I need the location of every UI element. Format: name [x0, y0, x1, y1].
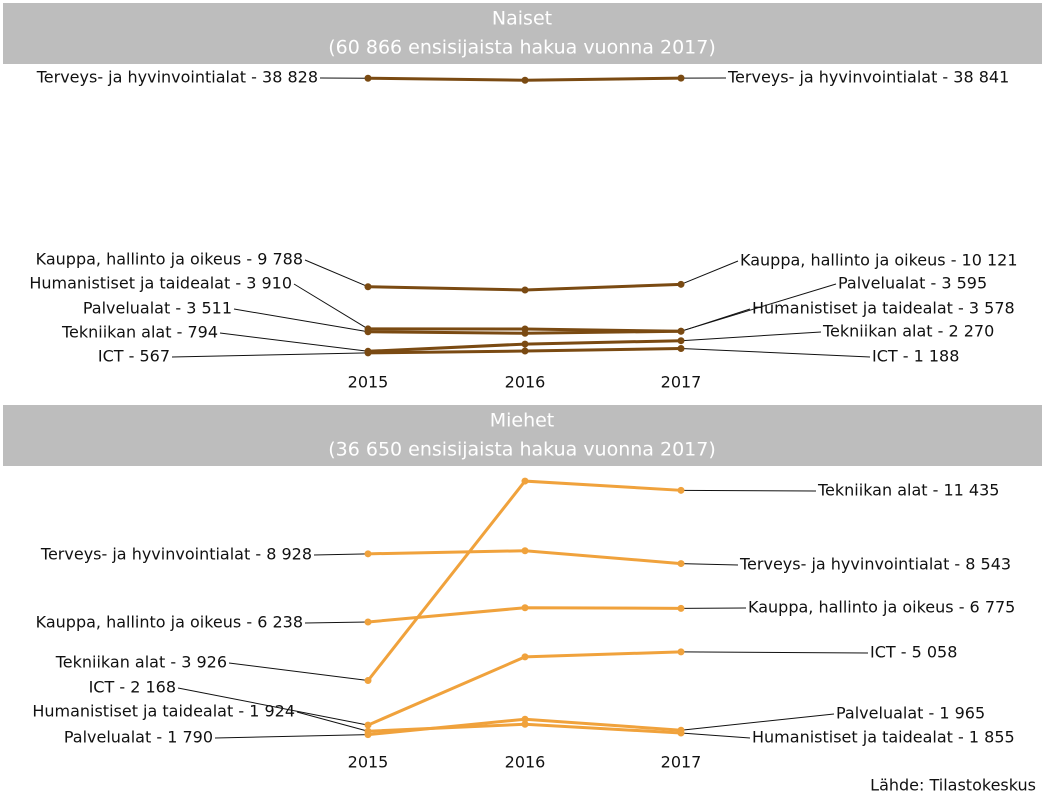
leader-line — [680, 563, 739, 566]
value-label: Terveys- ja hyvinvointialat - 38 828 — [36, 68, 318, 87]
leader-line — [304, 621, 369, 624]
leader-line — [304, 259, 369, 288]
leader-line — [680, 260, 739, 285]
leader-line — [680, 489, 817, 492]
value-label: Tekniikan alat - 3 926 — [55, 653, 227, 672]
value-label: Palvelualat - 1 965 — [836, 704, 985, 723]
point — [677, 604, 685, 612]
x-tick-label: 2017 — [661, 753, 702, 772]
series-line — [367, 650, 682, 727]
x-tick-label: 2016 — [505, 753, 546, 772]
point — [677, 280, 685, 288]
point — [364, 349, 372, 357]
point — [677, 327, 685, 335]
leader-line — [177, 687, 369, 726]
point — [521, 715, 529, 723]
leader-line — [680, 732, 751, 739]
point — [364, 727, 372, 735]
leader-line — [680, 331, 822, 342]
value-label: Kauppa, hallinto ja oikeus - 10 121 — [740, 251, 1018, 270]
point — [364, 550, 372, 558]
panel-title: Miehet — [490, 410, 555, 432]
leader-line — [680, 347, 871, 358]
value-label: Kauppa, hallinto ja oikeus - 6 238 — [36, 613, 303, 632]
point — [677, 74, 685, 82]
leader-line — [219, 332, 369, 352]
value-label: Terveys- ja hyvinvointialat - 8 928 — [40, 545, 312, 564]
point — [677, 344, 685, 352]
source: Lähde: Tilastokeskus — [870, 776, 1036, 795]
value-label: Terveys- ja hyvinvointialat - 8 543 — [739, 555, 1011, 574]
point — [521, 720, 529, 728]
series-line — [366, 479, 682, 682]
x-tick-label: 2015 — [348, 753, 389, 772]
value-label: Humanistiset ja taidealat - 1 855 — [752, 728, 1015, 747]
point — [364, 618, 372, 626]
value-label: Terveys- ja hyvinvointialat - 38 841 — [727, 68, 1009, 87]
value-label: Palvelualat - 1 790 — [64, 728, 213, 747]
point — [521, 340, 529, 348]
value-label: Humanistiset ja taidealat - 1 924 — [32, 702, 295, 721]
x-tick-label: 2016 — [505, 373, 546, 392]
point — [521, 76, 529, 84]
point — [521, 653, 529, 661]
value-label: ICT - 5 058 — [870, 643, 957, 662]
leader-line — [171, 352, 369, 358]
point — [521, 329, 529, 337]
value-label: Kauppa, hallinto ja oikeus - 6 775 — [748, 598, 1015, 617]
point — [521, 286, 529, 294]
leader-line — [680, 651, 869, 654]
value-label: Palvelualat - 3 511 — [83, 299, 232, 318]
value-label: Palvelualat - 3 595 — [838, 274, 987, 293]
leader-line — [313, 553, 369, 556]
point — [364, 328, 372, 336]
point — [521, 547, 529, 555]
leader-line — [680, 713, 835, 731]
x-tick-label: 2015 — [348, 373, 389, 392]
value-label: Humanistiset ja taidealat - 3 578 — [752, 299, 1015, 318]
value-label: ICT - 2 168 — [89, 678, 176, 697]
point — [521, 604, 529, 612]
x-tick-label: 2017 — [661, 373, 702, 392]
leader-line — [296, 711, 369, 732]
point — [521, 347, 529, 355]
panel-subtitle: (36 650 ensisijaista hakua vuonna 2017) — [328, 439, 716, 461]
point — [364, 283, 372, 291]
leader-line — [228, 662, 369, 682]
panel-header — [3, 3, 1042, 64]
value-label: Humanistiset ja taidealat - 3 910 — [29, 274, 292, 293]
value-label: Tekniikan alat - 2 270 — [822, 322, 994, 341]
panel-subtitle: (60 866 ensisijaista hakua vuonna 2017) — [328, 37, 716, 59]
value-label: ICT - 567 — [98, 347, 170, 366]
panel-header — [3, 405, 1042, 466]
leader-line — [680, 283, 837, 332]
point — [677, 729, 685, 737]
value-label: Tekniikan alat - 794 — [61, 323, 218, 342]
value-label: Kauppa, hallinto ja oikeus - 9 788 — [36, 250, 303, 269]
leader-line — [214, 734, 369, 739]
point — [521, 477, 529, 485]
point — [364, 721, 372, 729]
point — [364, 677, 372, 685]
point — [364, 74, 372, 82]
value-label: Tekniikan alat - 11 435 — [817, 481, 999, 500]
point — [677, 560, 685, 568]
panel-title: Naiset — [492, 8, 552, 30]
leader-line — [293, 283, 369, 330]
leader-line — [233, 308, 369, 333]
point — [677, 337, 685, 345]
value-label: ICT - 1 188 — [872, 347, 959, 366]
point — [677, 648, 685, 656]
point — [677, 486, 685, 494]
